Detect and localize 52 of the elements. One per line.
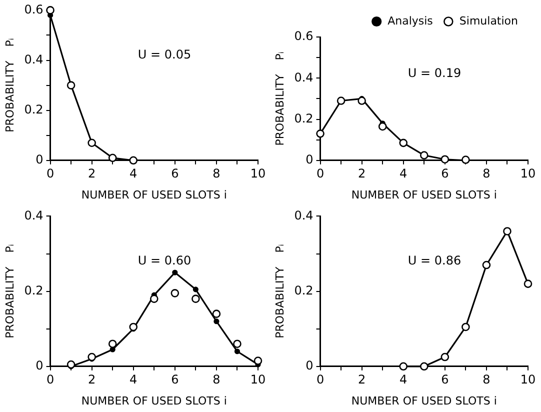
- x-tick-label: 6: [171, 166, 179, 181]
- y-tick-label: 0.2: [294, 111, 314, 126]
- x-axis-title: NUMBER OF USED SLOTS i: [351, 394, 497, 408]
- y-tick-label: 0: [306, 358, 314, 373]
- y-axis-title: PROBABILITY Pᵢ: [3, 244, 16, 338]
- y-tick-label: 0.4: [294, 70, 314, 84]
- annotation: U = 0.60: [138, 253, 192, 268]
- x-tick-label: 10: [520, 166, 536, 181]
- x-tick-label: 10: [520, 372, 536, 387]
- legend-label: Analysis: [388, 14, 434, 28]
- y-tick-label: 0: [306, 152, 314, 167]
- y-tick-label: 0.6: [294, 29, 314, 44]
- x-tick-label: 8: [482, 166, 490, 181]
- x-tick-label: 4: [130, 372, 138, 387]
- y-tick-label: 0: [36, 358, 44, 373]
- y-axis-title: PROBABILITY Pᵢ: [273, 52, 286, 146]
- annotation: U = 0.19: [408, 66, 462, 80]
- y-axis-title: PROBABILITY Pᵢ: [3, 38, 16, 132]
- x-tick-label: 2: [358, 372, 366, 387]
- y-tick-label: 0.6: [24, 2, 44, 16]
- legend-label: Simulation: [459, 14, 518, 28]
- y-tick-label: 0.2: [24, 283, 44, 298]
- x-tick-label: 8: [212, 166, 220, 181]
- x-tick-label: 6: [171, 372, 179, 387]
- x-tick-label: 4: [130, 166, 138, 181]
- y-tick-label: 0.2: [24, 102, 44, 116]
- x-tick-label: 8: [212, 372, 220, 387]
- x-tick-label: 2: [88, 372, 96, 387]
- x-tick-label: 4: [400, 372, 408, 387]
- annotation: U = 0.05: [138, 47, 192, 62]
- annotation: U = 0.86: [408, 253, 462, 268]
- x-tick-label: 0: [46, 166, 54, 181]
- x-axis-title: NUMBER OF USED SLOTS i: [81, 188, 227, 202]
- x-tick-label: 4: [400, 166, 408, 181]
- x-axis-title: NUMBER OF USED SLOTS i: [81, 394, 227, 408]
- x-tick-label: 2: [88, 166, 96, 181]
- x-axis-title: NUMBER OF USED SLOTS i: [351, 188, 497, 202]
- x-tick-label: 2: [358, 166, 366, 181]
- x-tick-label: 6: [441, 166, 449, 181]
- x-tick-label: 6: [441, 372, 449, 387]
- x-tick-label: 10: [250, 372, 266, 387]
- x-tick-label: 0: [316, 372, 324, 387]
- x-tick-label: 10: [250, 166, 266, 181]
- y-tick-label: 0.4: [24, 52, 44, 66]
- y-tick-label: 0.4: [24, 208, 44, 222]
- y-tick-label: 0: [36, 152, 44, 167]
- y-tick-label: 0.4: [294, 208, 314, 222]
- y-tick-label: 0.2: [294, 283, 314, 298]
- x-tick-label: 0: [316, 166, 324, 181]
- x-tick-label: 0: [46, 372, 54, 387]
- x-tick-label: 8: [482, 372, 490, 387]
- y-axis-title: PROBABILITY Pᵢ: [273, 244, 286, 338]
